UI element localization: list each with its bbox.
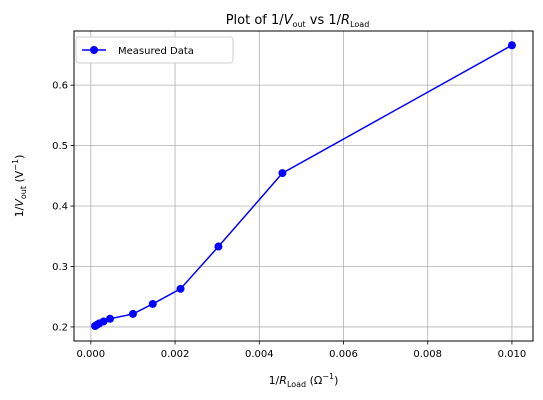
y-tick-label: 0.3 bbox=[52, 262, 68, 273]
legend-marker bbox=[90, 46, 98, 54]
x-tick-label: 0.004 bbox=[245, 349, 274, 360]
x-tick-label: 0.000 bbox=[77, 349, 106, 360]
y-tick-label: 0.4 bbox=[52, 202, 68, 213]
plot-area-frame bbox=[73, 30, 534, 342]
data-point bbox=[128, 309, 137, 318]
y-axis: 0.2 0.3 0.4 0.5 0.6 bbox=[52, 81, 74, 333]
grid bbox=[74, 31, 533, 341]
x-tick-label: 0.008 bbox=[413, 349, 442, 360]
legend-label: Measured Data bbox=[118, 46, 194, 57]
data-point bbox=[148, 299, 157, 308]
x-axis: 0.000 0.002 0.004 0.006 0.008 0.010 bbox=[77, 341, 527, 360]
series-layer bbox=[91, 41, 516, 331]
data-point bbox=[106, 314, 115, 323]
data-point bbox=[176, 284, 185, 293]
x-tick-label: 0.010 bbox=[498, 349, 527, 360]
y-tick-label: 0.6 bbox=[52, 81, 68, 92]
data-point bbox=[507, 41, 516, 50]
data-point bbox=[99, 317, 108, 326]
data-point bbox=[214, 242, 223, 251]
y-tick-label: 0.2 bbox=[52, 322, 68, 333]
data-point bbox=[278, 169, 287, 178]
x-axis-label: 1/RLoad (Ω−1) bbox=[269, 372, 339, 389]
x-tick-label: 0.002 bbox=[161, 349, 190, 360]
y-axis-label: 1/Vout (V−1) bbox=[11, 155, 28, 218]
y-tick-label: 0.5 bbox=[52, 141, 68, 152]
chart-title: Plot of 1/Vout vs 1/RLoad bbox=[226, 13, 370, 29]
legend-box bbox=[75, 36, 234, 64]
legend: Measured Data bbox=[75, 36, 234, 64]
x-tick-label: 0.006 bbox=[329, 349, 358, 360]
